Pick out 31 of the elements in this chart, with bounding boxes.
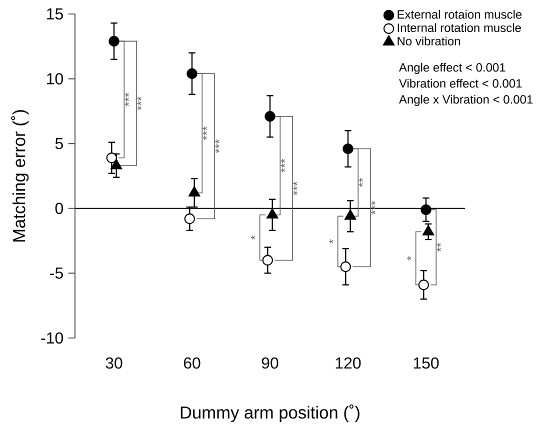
annotation: *** [371,201,376,215]
y-tick-label: 5 [55,138,63,150]
y-tick-label: 15 [47,8,63,20]
annotation: *** [137,96,142,110]
annotation: *** [280,159,285,173]
legend-label: No vibration [398,36,460,46]
y-tick-label: -5 [50,268,63,279]
y-tick-label: 0 [55,202,64,214]
x-tick-label: 120 [336,358,361,369]
annotation: *** [293,182,298,196]
annotation: *** [202,126,207,140]
y-axis-title: Matching error (˚) [11,110,29,242]
annotation: * [407,256,412,261]
legend-label: External rotaion muscle [398,10,522,19]
annotation: *** [215,140,220,154]
annotation: * [251,236,256,240]
annotation: * [329,240,334,244]
x-tick-label: 90 [262,358,278,369]
legend-label: Internal rotation muscle [398,23,521,32]
y-tick-label: 10 [47,73,64,85]
y-tick-label: -10 [41,332,64,344]
annotation: Angle x Vibration < 0.001 [398,95,533,106]
x-axis-title: Dummy arm position (˚) [180,404,360,422]
x-tick-label: 150 [414,358,439,369]
annotation: ** [358,178,363,188]
annotation: ** [436,243,441,252]
annotation: Angle effect < 0.001 [398,63,506,74]
annotation: *** [124,92,129,107]
x-tick-label: 60 [184,358,200,369]
x-tick-label: 30 [106,358,122,369]
annotation: Vibration effect < 0.001 [399,79,522,88]
